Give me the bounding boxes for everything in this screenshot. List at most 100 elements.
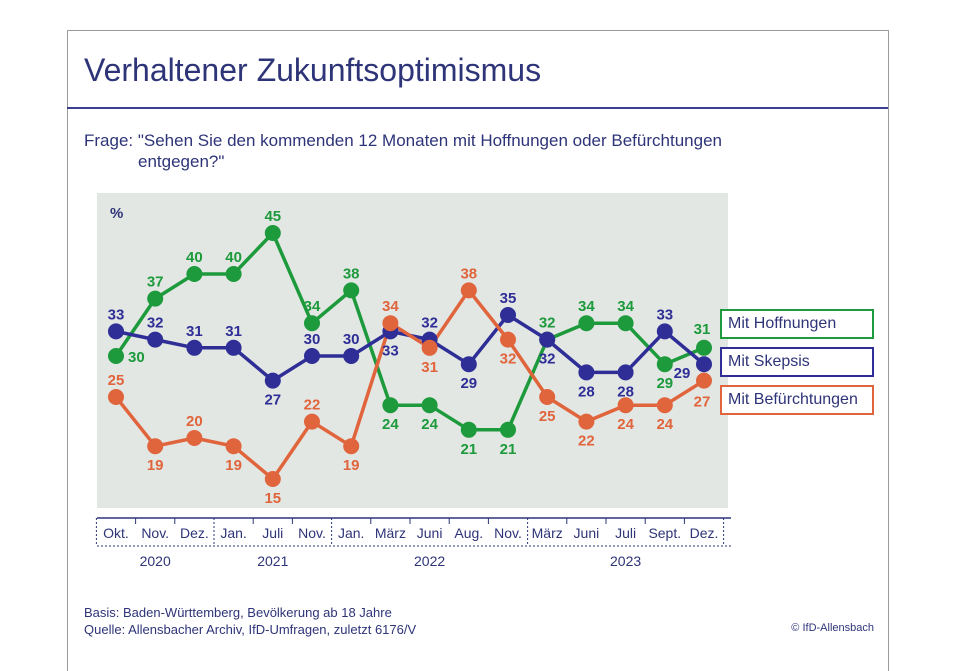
series-line-3 <box>114 288 705 481</box>
page-title: Verhaltener Zukunftsoptimismus <box>84 52 542 88</box>
x-tick-label: Dez. <box>690 525 719 541</box>
data-label: 33 <box>382 342 399 359</box>
data-label: 22 <box>304 397 321 414</box>
data-label: 34 <box>578 298 595 315</box>
data-point <box>500 331 516 348</box>
data-label: 25 <box>539 408 556 425</box>
x-tick-label: Dez. <box>180 525 209 541</box>
data-point <box>382 397 399 414</box>
data-label: 34 <box>304 298 321 315</box>
x-tick-label: Nov. <box>494 525 522 541</box>
data-label: 24 <box>617 416 634 433</box>
data-point <box>108 389 124 405</box>
data-label: 33 <box>108 306 125 323</box>
data-label: 15 <box>264 490 281 507</box>
series-line-1 <box>114 231 705 432</box>
data-label: 30 <box>304 331 321 348</box>
data-label: 24 <box>421 416 438 433</box>
data-point <box>617 397 634 414</box>
data-point <box>147 438 164 455</box>
data-point <box>186 266 203 282</box>
data-label: 32 <box>421 315 438 332</box>
x-tick-label: März <box>375 525 406 541</box>
data-label: 24 <box>656 416 673 433</box>
x-tick-label: Juni <box>417 525 443 541</box>
x-tick-label: Jan. <box>338 525 364 541</box>
data-label: 28 <box>578 383 595 400</box>
figure-frame <box>67 30 889 671</box>
data-label: 32 <box>539 315 556 332</box>
x-tick-label: März <box>532 525 563 541</box>
data-point <box>578 413 595 430</box>
x-tick-label: Juni <box>574 525 600 541</box>
unit-label: % <box>110 205 123 222</box>
data-point <box>225 266 242 282</box>
x-tick-label: Juli <box>615 525 636 541</box>
data-point <box>578 315 595 332</box>
title-divider <box>67 107 888 109</box>
year-label: 2023 <box>610 553 641 569</box>
data-label: 29 <box>674 365 691 382</box>
legend-befuerchtungen: Mit Befürchtungen <box>720 385 874 415</box>
data-point <box>539 389 556 405</box>
data-label: 35 <box>500 290 517 307</box>
survey-question: Frage: "Sehen Sie den kommenden 12 Monat… <box>84 130 722 172</box>
data-point <box>382 315 399 332</box>
data-point <box>264 225 281 241</box>
data-point <box>186 430 203 446</box>
question-line-1: Frage: "Sehen Sie den kommenden 12 Monat… <box>84 131 722 150</box>
x-tick-label: Sept. <box>648 525 681 541</box>
data-label: 38 <box>460 265 477 282</box>
x-tick-label: Juli <box>262 525 283 541</box>
footer-basis: Basis: Baden-Württemberg, Bevölkerung ab… <box>84 605 392 620</box>
data-point <box>186 339 203 356</box>
data-label: 24 <box>382 416 399 433</box>
data-point <box>421 339 438 356</box>
data-label: 32 <box>147 315 164 332</box>
x-tick-label: Nov. <box>298 525 326 541</box>
year-label: 2021 <box>257 553 288 569</box>
data-point <box>304 315 320 332</box>
data-label: 31 <box>225 323 242 340</box>
data-label: 28 <box>617 383 634 400</box>
data-point <box>500 421 516 438</box>
data-point <box>108 348 124 364</box>
data-point <box>264 471 281 487</box>
data-label: 34 <box>382 298 399 315</box>
question-line-2: entgegen?" <box>138 152 225 171</box>
data-label: 32 <box>539 351 556 368</box>
data-label: 40 <box>186 249 203 266</box>
data-label: 19 <box>147 457 164 474</box>
data-point <box>460 356 477 373</box>
data-point <box>264 372 281 389</box>
data-label: 45 <box>264 208 281 225</box>
data-label: 21 <box>460 441 477 458</box>
legend-skepsis: Mit Skepsis <box>720 347 874 377</box>
data-point <box>108 323 124 340</box>
data-point <box>696 356 712 373</box>
legend-hoffnungen: Mit Hoffnungen <box>720 309 874 339</box>
data-point <box>617 315 634 332</box>
footer-source: Quelle: Allensbacher Archiv, IfD-Umfrage… <box>84 622 417 637</box>
data-label: 31 <box>421 359 438 376</box>
data-point <box>500 307 516 323</box>
year-label: 2022 <box>414 553 445 569</box>
data-point <box>343 282 360 299</box>
data-label: 38 <box>343 265 360 282</box>
data-label: 31 <box>694 321 711 338</box>
x-tick-label: Okt. <box>103 525 129 541</box>
data-label: 33 <box>656 306 673 323</box>
data-label: 40 <box>225 249 242 266</box>
data-label: 27 <box>694 394 711 411</box>
data-label: 34 <box>617 298 634 315</box>
data-point <box>578 364 595 381</box>
data-label: 19 <box>343 457 360 474</box>
data-label: 19 <box>225 457 242 474</box>
data-point <box>304 413 320 430</box>
data-point <box>460 282 477 299</box>
data-label: 20 <box>186 413 203 430</box>
data-label: 30 <box>343 331 360 348</box>
data-point <box>225 438 242 455</box>
copyright-note: © IfD-Allensbach <box>791 622 874 634</box>
data-point <box>147 290 164 307</box>
